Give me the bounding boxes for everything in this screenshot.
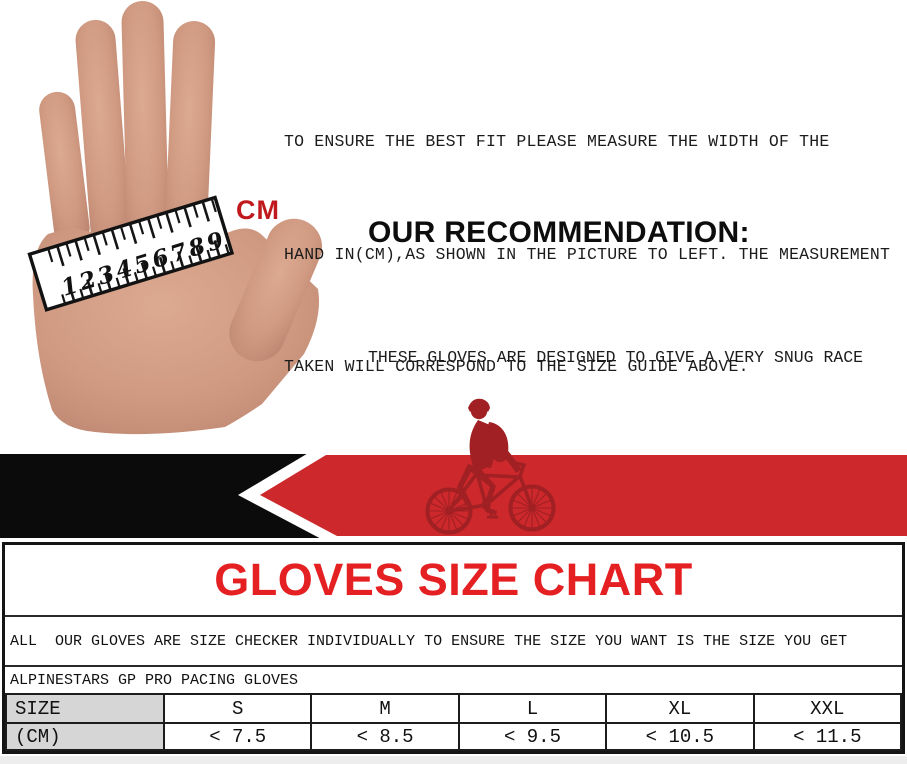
size-value-cell: < 8.5 (310, 722, 460, 751)
cm-unit-label: CM (236, 195, 280, 225)
hand-thumb (229, 218, 323, 362)
instruction-line: HAND IN(CM),AS SHOWN IN THE PICTURE TO L… (284, 244, 891, 264)
size-value-cell: < 11.5 (752, 722, 903, 751)
cyclist-icon (425, 398, 556, 535)
size-value-cell: < 9.5 (457, 722, 608, 751)
banner-red-band (260, 455, 907, 536)
ruler: 1 2 3 4 5 6 7 8 9 (27, 195, 235, 312)
product-name: ALPINESTARS GP PRO PACING GLOVES (10, 671, 299, 689)
svg-text:1: 1 (58, 271, 81, 302)
svg-text:9: 9 (203, 227, 226, 258)
svg-text:5: 5 (131, 249, 154, 280)
hand-fingers (39, 0, 216, 263)
svg-text:3: 3 (94, 260, 117, 291)
instruction-line: TO ENSURE THE BEST FIT PLEASE MEASURE TH… (284, 132, 830, 151)
measure-instructions: TO ENSURE THE BEST FIT PLEASE MEASURE TH… (284, 48, 899, 461)
recommendation-line: THESE GLOVES ARE DESIGNED TO GIVE A VERY… (368, 348, 864, 367)
recommendation-heading: OUR RECOMMENDATION: (368, 216, 750, 249)
svg-text:4: 4 (113, 255, 136, 286)
cyclist-banner (0, 398, 907, 540)
size-chart-title: GLOVES SIZE CHART (214, 554, 693, 605)
size-table-value-row: (CM) < 7.5 < 8.5 < 9.5 < 10.5 < 11.5 (5, 722, 903, 751)
size-col-header: S (162, 693, 313, 724)
size-value-cell: < 10.5 (605, 722, 755, 751)
ruler-numbers: 1 2 3 4 5 6 7 8 9 (58, 227, 227, 302)
cm-row-header: (CM) (5, 722, 165, 751)
size-col-header: M (310, 693, 460, 724)
hand-measure-illustration: 1 2 3 4 5 6 7 8 9 (27, 0, 323, 435)
size-table: SIZE S M L XL XXL (CM) < 7.5 < 8.5 < 9.5… (5, 693, 903, 751)
rider-silhouette (457, 398, 522, 515)
size-chart-title-row: GLOVES SIZE CHART (5, 545, 902, 617)
size-col-header: L (457, 693, 608, 724)
instruction-line: TAKEN WILL CORRESPOND TO THE SIZE GUIDE … (284, 357, 749, 376)
bottom-margin-strip (0, 756, 907, 764)
ruler-ticks (47, 198, 230, 305)
size-chart-note: ALL OUR GLOVES ARE SIZE CHECKER INDIVIDU… (5, 617, 902, 667)
size-value-cell: < 7.5 (162, 722, 313, 751)
svg-text:6: 6 (149, 243, 172, 274)
svg-text:7: 7 (167, 238, 190, 269)
size-col-header: XL (605, 693, 755, 724)
size-chart-box: GLOVES SIZE CHART ALL OUR GLOVES ARE SIZ… (2, 542, 905, 754)
size-col-header: XXL (752, 693, 903, 724)
size-row-header: SIZE (5, 693, 165, 724)
size-table-header-row: SIZE S M L XL XXL (5, 693, 903, 724)
